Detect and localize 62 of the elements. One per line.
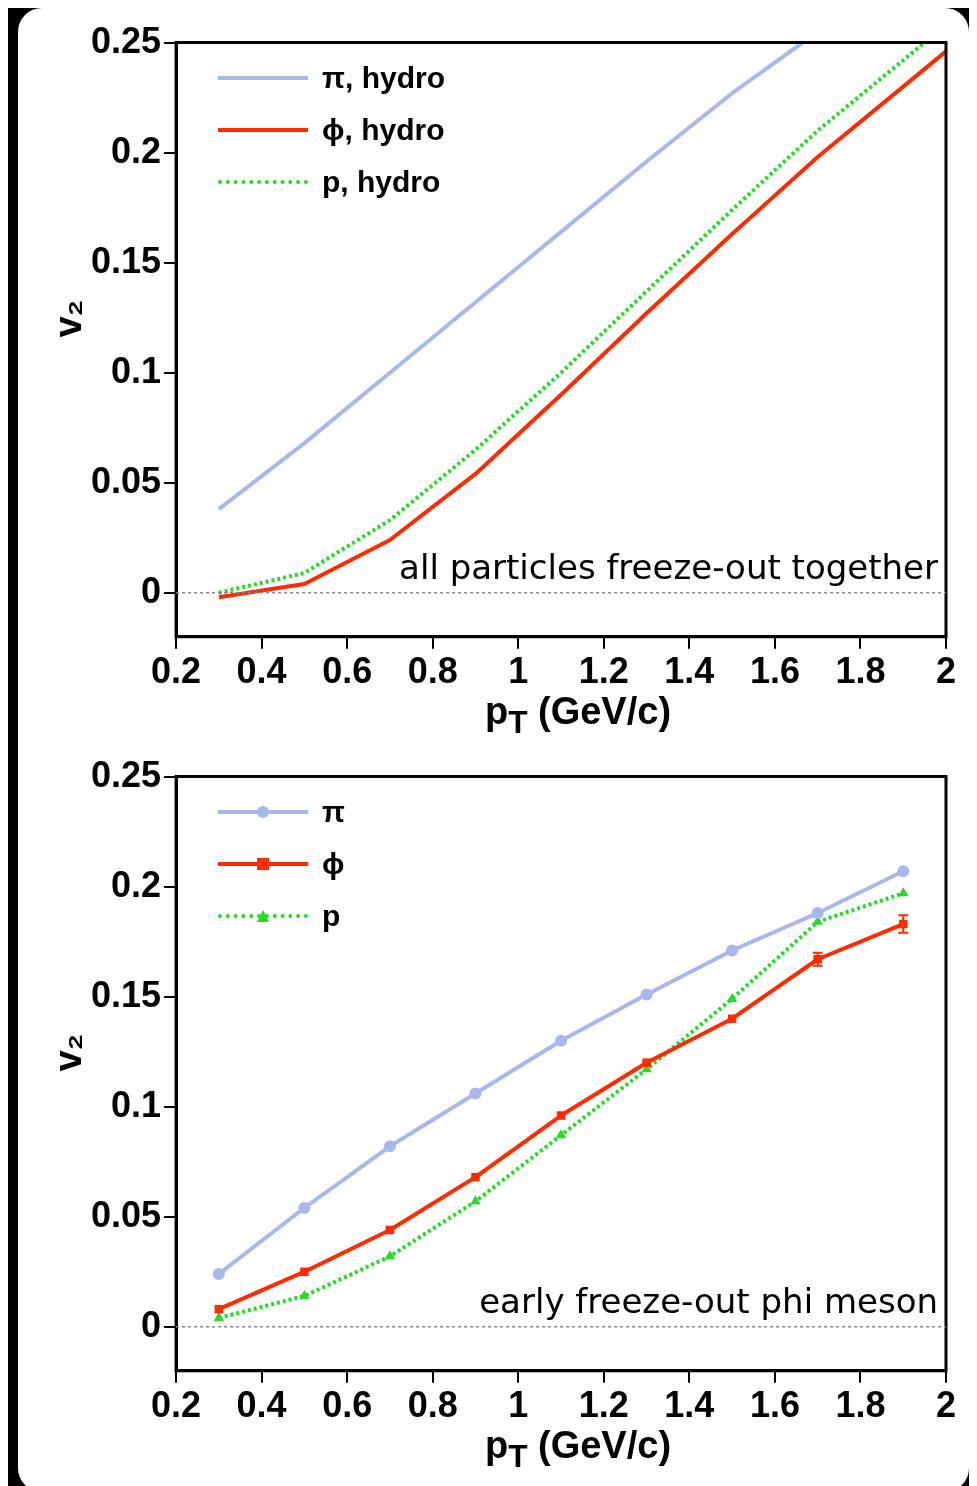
point (383, 1140, 396, 1153)
y-tick-label: 0 (141, 569, 162, 611)
point (469, 1087, 482, 1100)
y-tick-label: 0.05 (90, 1193, 162, 1235)
x-tick-label: 1.4 (664, 650, 715, 692)
y-tick-label: 0.1 (111, 349, 162, 391)
point (384, 1250, 396, 1260)
x-tick-label: 0.6 (322, 650, 373, 692)
x-tick-label: 1.2 (578, 1384, 629, 1426)
point (726, 992, 738, 1002)
x-tick-label: 0.4 (236, 1384, 287, 1426)
point (470, 1195, 481, 1205)
x-tick-label: 1.2 (578, 650, 629, 692)
point (555, 1034, 568, 1047)
y-axis-title: v₂ (46, 1032, 90, 1072)
x-tick-label: 1.6 (749, 650, 800, 692)
y-tick-label: 0.2 (111, 863, 162, 905)
y-tick-label: 0.15 (90, 973, 162, 1015)
point (811, 907, 824, 920)
point (640, 988, 653, 1001)
x-tick-label: 2 (935, 1384, 957, 1426)
x-tick-label: 1.4 (664, 1384, 715, 1426)
annotation: all particles freeze-out together (399, 546, 939, 587)
x-tick-label: 1.6 (749, 1384, 800, 1426)
x-tick-label: 0.8 (407, 650, 458, 692)
legend-label: ϕ (322, 847, 345, 881)
y-tick-label: 0.25 (90, 19, 162, 61)
annotation: early freeze-out phi meson (479, 1280, 938, 1321)
x-axis-title: p$_{T}$ (GeV/c) (483, 690, 673, 741)
y-tick-label: 0.2 (111, 129, 162, 171)
x-tick-label: 1.8 (835, 1384, 886, 1426)
y-tick-label: 0.1 (111, 1083, 162, 1125)
point (642, 1058, 651, 1067)
y-axis-title: v₂ (46, 298, 90, 338)
point (299, 1289, 310, 1299)
x-axis-title: p$_{T}$ (GeV/c) (483, 1424, 673, 1475)
point (726, 944, 739, 957)
x-tick-label: 0.4 (236, 650, 287, 692)
legend-label: ϕ, hydro (322, 113, 445, 147)
point (897, 865, 910, 878)
y-tick-label: 0.05 (90, 459, 162, 501)
point (212, 1267, 225, 1280)
x-tick-label: 1.8 (835, 650, 886, 692)
x-tick-label: 1 (508, 1384, 529, 1426)
legend-label: p, hydro (322, 165, 441, 199)
y-tick-label: 0 (141, 1303, 162, 1345)
legend-label: p (322, 899, 341, 933)
point (898, 887, 909, 897)
point (300, 1267, 309, 1277)
legend-label: π (322, 795, 345, 829)
legend-label: π, hydro (322, 61, 445, 95)
x-tick-label: 0.6 (322, 1384, 373, 1426)
point (556, 1111, 566, 1120)
x-tick-label: 1 (508, 650, 529, 692)
x-tick-label: 0.8 (407, 1384, 458, 1426)
point (727, 1014, 737, 1023)
x-tick-label: 2 (935, 650, 957, 692)
point (298, 1201, 311, 1214)
point (555, 1129, 567, 1139)
point (471, 1172, 480, 1182)
y-tick-label: 0.25 (90, 753, 162, 795)
y-tick-label: 0.15 (90, 239, 162, 281)
